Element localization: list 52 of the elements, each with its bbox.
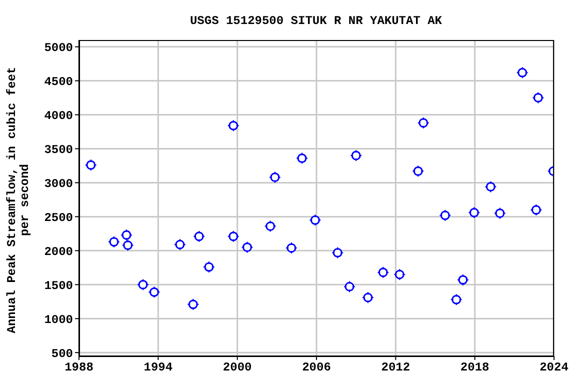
x-tick-label: 1988 [64,360,94,375]
y-tick-label: 1500 [44,278,73,293]
x-tick-label: 2000 [222,360,252,375]
point [332,246,344,259]
y-tick-label: 4000 [44,109,73,124]
x-tick-label: 2024 [540,360,568,375]
point [241,241,254,254]
y-tick-label: 3500 [44,142,73,157]
y-tick-label: 3000 [44,176,73,191]
y-axis-title: Annual Peak Streamflow, in cubic feet per second [5,66,32,334]
point [532,92,544,104]
point [468,206,480,219]
y-tick-label: 5000 [44,41,73,56]
point [285,242,298,254]
point [193,230,206,242]
point [227,230,240,242]
y-tick-label: 1000 [44,312,73,327]
point [148,286,160,298]
y-tick-label: 4500 [44,75,73,90]
point [174,238,186,251]
point [456,274,469,286]
point [394,268,406,280]
point [530,204,542,216]
point [516,66,528,79]
point [268,171,281,184]
chart-title: USGS 15129500 SITUK R NR YAKUTAT AK [190,14,443,28]
point [296,152,308,164]
y-tick-label: 500 [51,346,73,361]
point [343,280,356,293]
point [202,260,215,273]
point [350,150,362,162]
point [84,159,97,172]
x-tick-label: 1994 [144,360,173,375]
x-tick-label: 2006 [302,360,331,375]
point [136,278,149,291]
point [412,165,424,178]
point [439,209,452,222]
y-tick-label: 2500 [44,210,73,225]
x-tick-label: 2012 [381,360,410,375]
point [309,214,322,226]
point [187,298,200,310]
point [227,120,240,132]
point [108,236,120,248]
point [450,294,462,306]
point [484,180,497,193]
point [417,116,430,129]
point [264,220,276,232]
point [377,266,390,278]
y-tick-label: 2000 [44,244,73,259]
point [494,207,506,220]
x-tick-label: 2018 [460,360,490,375]
point [362,292,374,304]
